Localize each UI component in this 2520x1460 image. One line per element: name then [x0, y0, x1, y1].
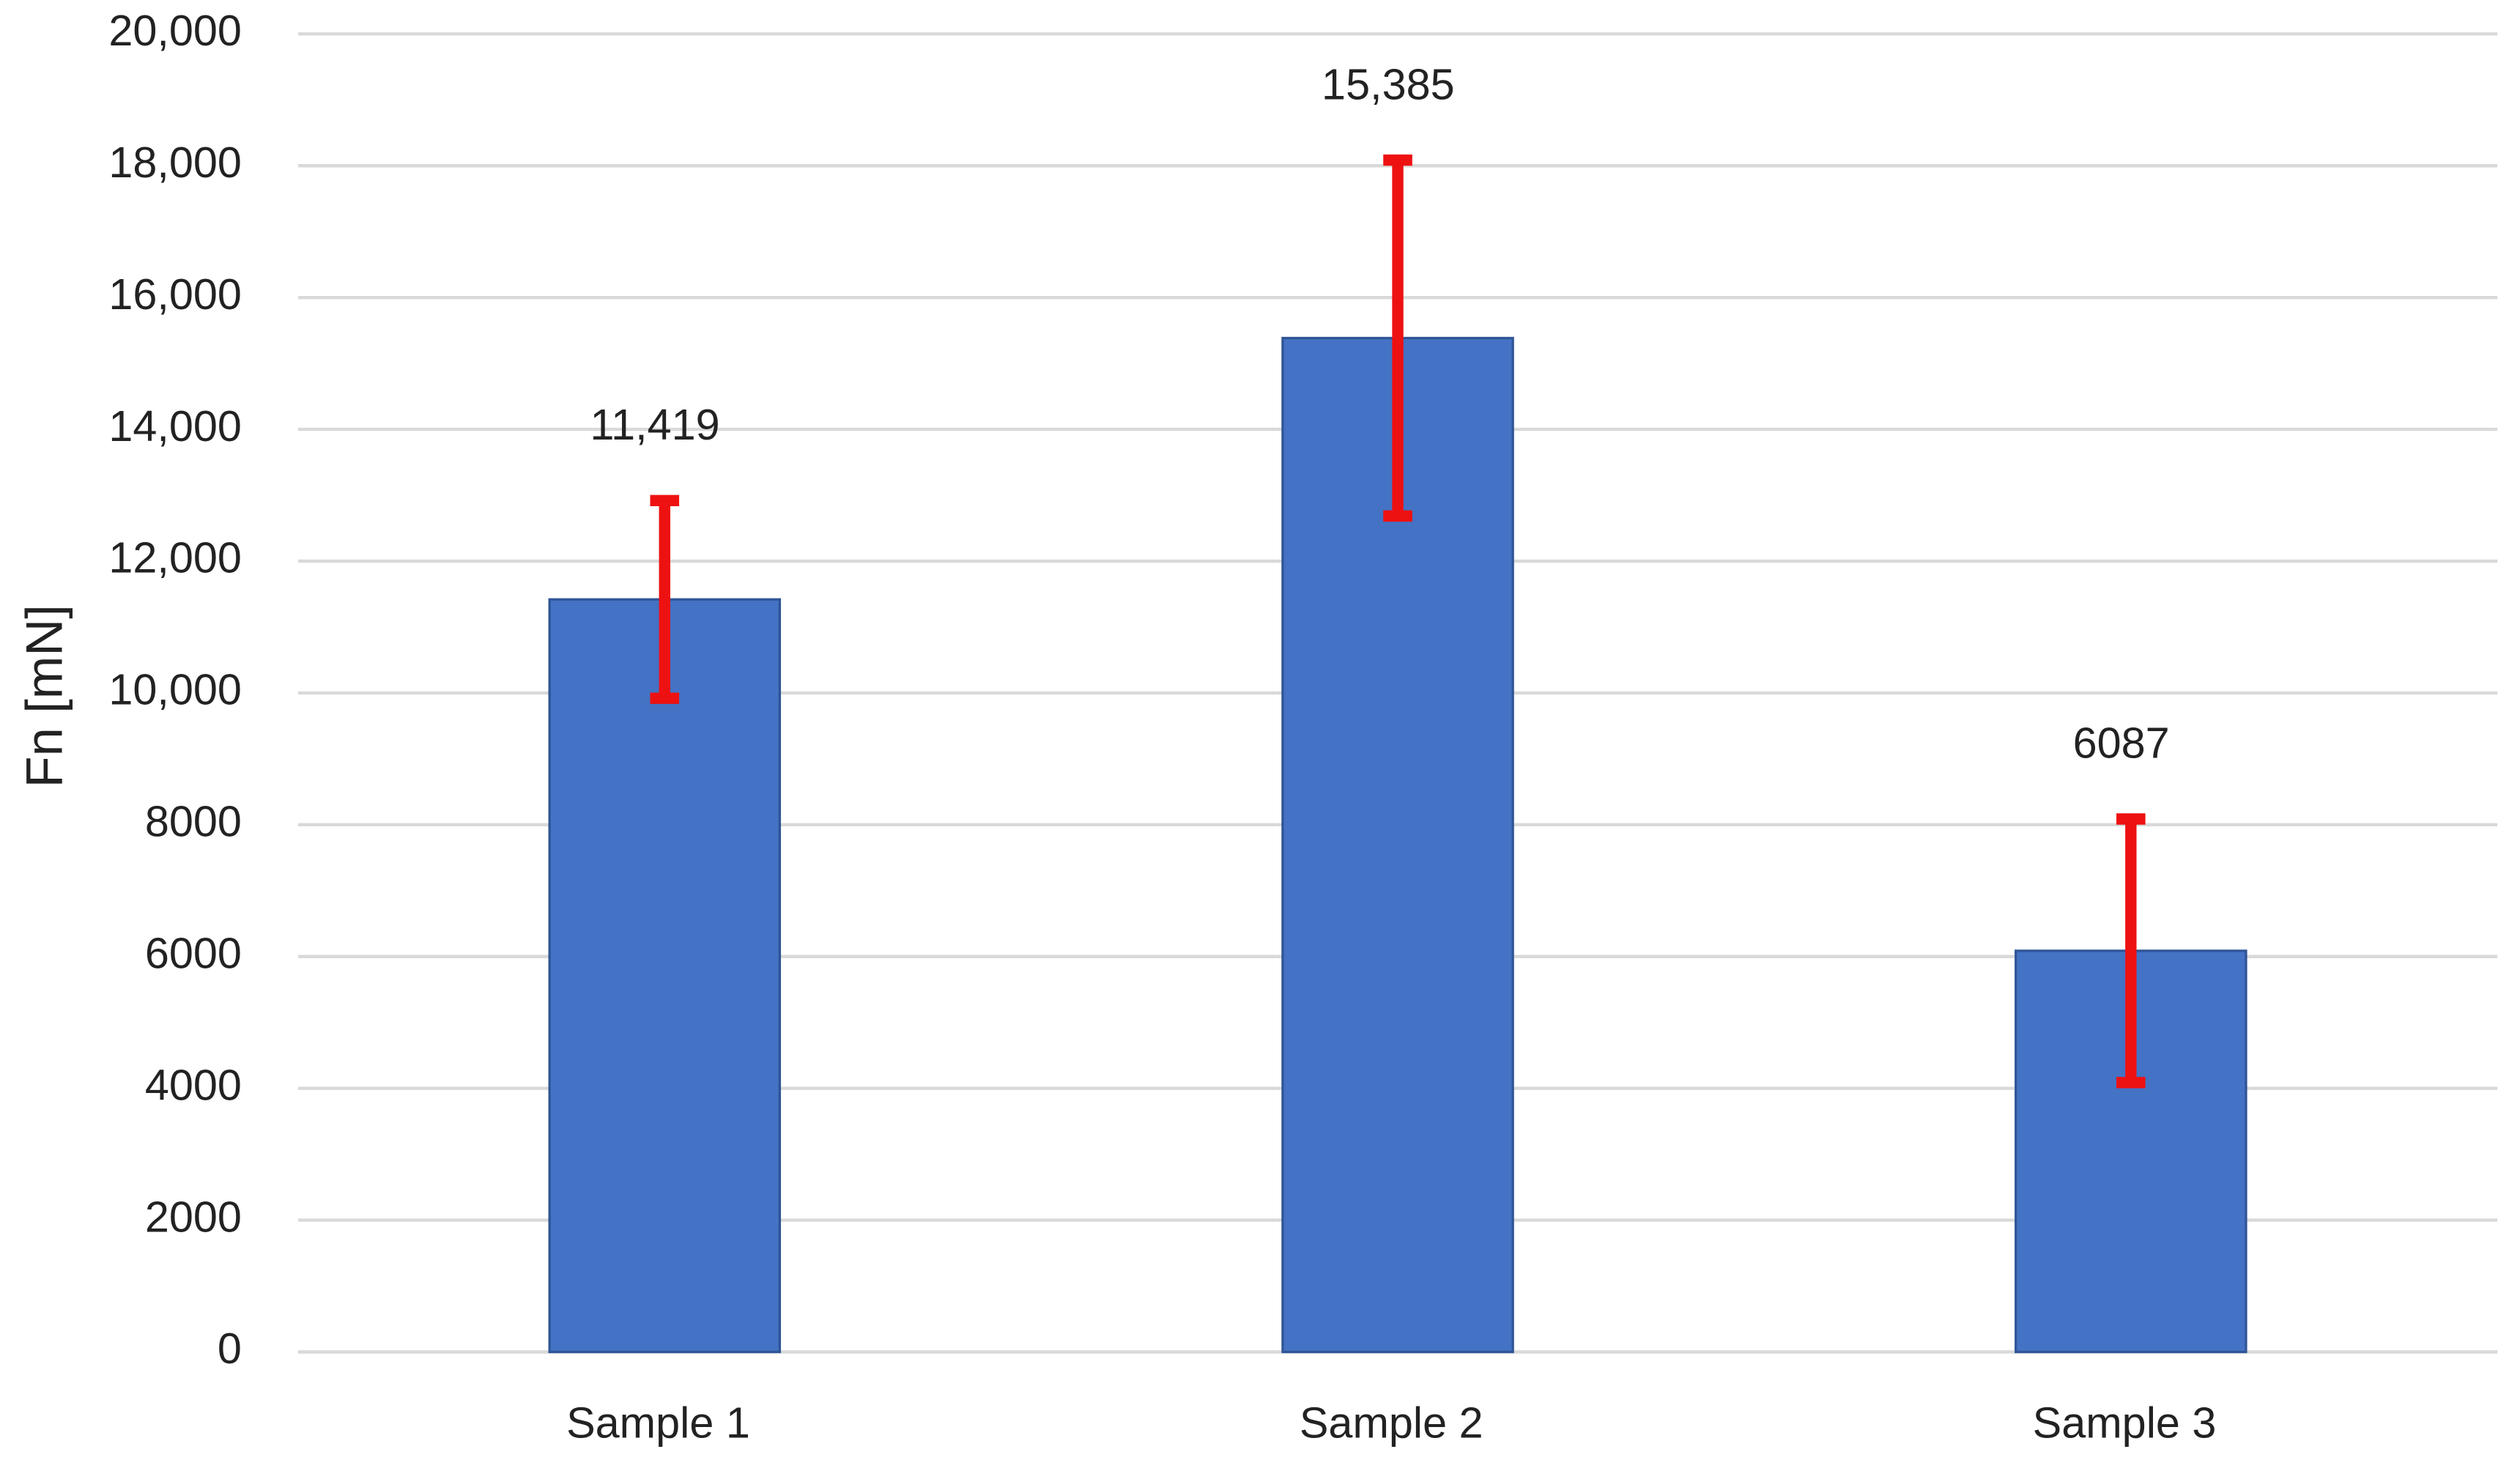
y-tick-label: 16,000: [108, 270, 242, 319]
value-label: 11,419: [590, 400, 719, 449]
y-tick-label: 10,000: [108, 665, 242, 714]
error-bar: [1383, 154, 1412, 522]
x-tick-label: Sample 1: [566, 1398, 750, 1447]
y-tick-label: 12,000: [108, 533, 242, 582]
y-tick-label: 18,000: [108, 138, 242, 187]
bar: [548, 598, 782, 1354]
error-bar: [2116, 813, 2146, 1089]
y-tick-label: 20,000: [108, 6, 242, 55]
y-tick-label: 2000: [145, 1192, 242, 1241]
x-tick-label: Sample 3: [2033, 1398, 2217, 1447]
y-axis-title: Fn [mN]: [15, 604, 73, 788]
y-tick-label: 8000: [145, 797, 242, 846]
error-bar: [650, 494, 680, 704]
value-label: 15,385: [1322, 59, 1455, 108]
y-tick-label: 6000: [145, 928, 242, 977]
y-tick-label: 14,000: [108, 401, 242, 451]
value-label: 6087: [2073, 719, 2170, 768]
y-tick-label: 0: [218, 1324, 242, 1373]
x-tick-label: Sample 2: [1300, 1398, 1483, 1447]
y-tick-label: 4000: [145, 1060, 242, 1109]
